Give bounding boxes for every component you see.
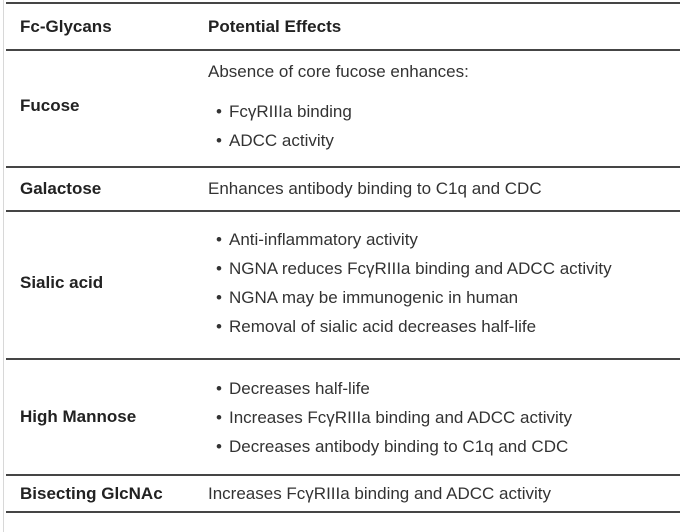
effect-item: ADCC activity xyxy=(208,126,670,155)
effects-list: Decreases half-life Increases FcγRIIIa b… xyxy=(208,374,670,461)
effect-item: NGNA may be immunogenic in human xyxy=(208,283,670,312)
effects-cell: Decreases half-life Increases FcγRIIIa b… xyxy=(208,359,680,475)
effect-text: Increases FcγRIIIa binding and ADCC acti… xyxy=(208,483,551,503)
column-header-potential-effects: Potential Effects xyxy=(208,16,342,36)
effect-item: NGNA reduces FcγRIIIa binding and ADCC a… xyxy=(208,254,670,283)
effects-cell: Increases FcγRIIIa binding and ADCC acti… xyxy=(208,475,680,512)
effect-item: FcγRIIIa binding xyxy=(208,97,670,126)
glycan-name: Bisecting GlcNAc xyxy=(20,483,163,503)
effect-item: Decreases half-life xyxy=(208,374,670,403)
effect-item: Decreases antibody binding to C1q and CD… xyxy=(208,432,670,461)
effect-text: Enhances antibody binding to C1q and CDC xyxy=(208,179,542,198)
effect-item: Anti-inflammatory activity xyxy=(208,225,670,254)
glycan-name: Galactose xyxy=(20,179,102,198)
fc-glycans-table: Fc-Glycans Potential Effects Fucose Abse… xyxy=(6,2,680,513)
effects-list: Anti-inflammatory activity NGNA reduces … xyxy=(208,225,670,341)
glycan-name: Sialic acid xyxy=(20,273,104,292)
table-row-fucose: Fucose Absence of core fucose enhances: … xyxy=(6,50,680,167)
glycan-name: Fucose xyxy=(20,95,80,115)
table-row-high-mannose: High Mannose Decreases half-life Increas… xyxy=(6,359,680,475)
effects-list: FcγRIIIa binding ADCC activity xyxy=(208,97,670,155)
table-row-sialic-acid: Sialic acid Anti-inflammatory activity N… xyxy=(6,211,680,359)
column-header-fc-glycans: Fc-Glycans xyxy=(20,16,112,36)
effect-item: Increases FcγRIIIa binding and ADCC acti… xyxy=(208,403,670,432)
page-left-border xyxy=(3,0,4,532)
table-row-bisecting-glcnac: Bisecting GlcNAc Increases FcγRIIIa bind… xyxy=(6,475,680,512)
glycan-name: High Mannose xyxy=(20,407,137,426)
table-header-row: Fc-Glycans Potential Effects xyxy=(6,3,680,50)
effect-item: Removal of sialic acid decreases half-li… xyxy=(208,312,670,341)
table-row-galactose: Galactose Enhances antibody binding to C… xyxy=(6,167,680,211)
effects-intro: Absence of core fucose enhances: xyxy=(208,61,469,81)
effects-cell: Enhances antibody binding to C1q and CDC xyxy=(208,167,680,211)
effects-cell: Absence of core fucose enhances: FcγRIII… xyxy=(208,50,680,167)
effects-cell: Anti-inflammatory activity NGNA reduces … xyxy=(208,211,680,359)
